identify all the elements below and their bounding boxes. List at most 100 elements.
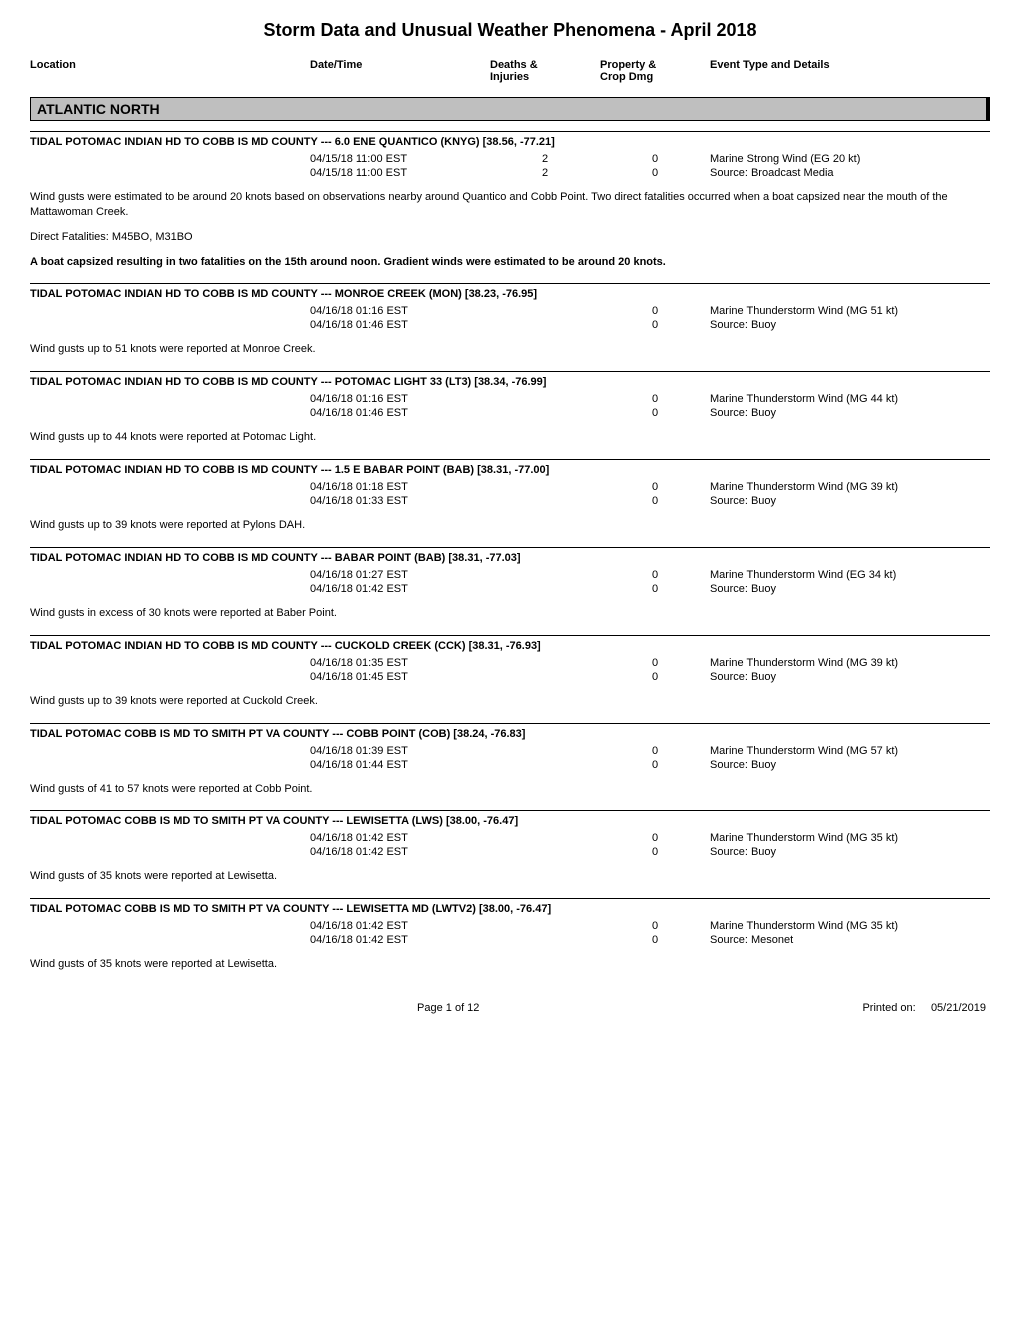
event-header: TIDAL POTOMAC INDIAN HD TO COBB IS MD CO… xyxy=(30,374,990,392)
event-header: TIDAL POTOMAC COBB IS MD TO SMITH PT VA … xyxy=(30,813,990,831)
event-header: TIDAL POTOMAC COBB IS MD TO SMITH PT VA … xyxy=(30,726,990,744)
page-footer: Page 1 of 12 Printed on: 05/21/2019 xyxy=(30,1002,990,1014)
page-title: Storm Data and Unusual Weather Phenomena… xyxy=(30,20,990,41)
event-block: TIDAL POTOMAC INDIAN HD TO COBB IS MD CO… xyxy=(30,131,990,269)
cell-eventtype: Marine Thunderstorm Wind (EG 34 kt) xyxy=(710,569,990,581)
cell-deaths xyxy=(490,934,600,946)
cell-datetime: 04/16/18 01:45 EST xyxy=(310,671,490,683)
cell-property: 0 xyxy=(600,832,710,844)
cell-datetime: 04/16/18 01:44 EST xyxy=(310,759,490,771)
cell-deaths xyxy=(490,657,600,669)
cell-datetime: 04/16/18 01:42 EST xyxy=(310,583,490,595)
cell-deaths xyxy=(490,920,600,932)
cell-eventtype: Marine Thunderstorm Wind (MG 35 kt) xyxy=(710,920,990,932)
cell-property: 0 xyxy=(600,934,710,946)
cell-property: 0 xyxy=(600,305,710,317)
cell-datetime: 04/16/18 01:46 EST xyxy=(310,319,490,331)
divider xyxy=(30,131,990,132)
event-row: 04/16/18 01:16 EST0Marine Thunderstorm W… xyxy=(30,304,990,318)
cell-eventtype: Marine Thunderstorm Wind (MG 51 kt) xyxy=(710,305,990,317)
cell-eventtype: Source: Buoy xyxy=(710,319,990,331)
divider xyxy=(30,547,990,548)
cell-property: 0 xyxy=(600,920,710,932)
col-datetime: Date/Time xyxy=(310,59,490,83)
cell-eventtype: Source: Mesonet xyxy=(710,934,990,946)
event-block: TIDAL POTOMAC INDIAN HD TO COBB IS MD CO… xyxy=(30,635,990,709)
cell-property: 0 xyxy=(600,583,710,595)
cell-datetime: 04/16/18 01:42 EST xyxy=(310,846,490,858)
cell-deaths xyxy=(490,759,600,771)
cell-deaths xyxy=(490,495,600,507)
cell-property: 0 xyxy=(600,319,710,331)
event-row: 04/16/18 01:42 EST0Marine Thunderstorm W… xyxy=(30,919,990,933)
event-description: Wind gusts of 35 knots were reported at … xyxy=(30,869,990,884)
event-row: 04/16/18 01:45 EST 0Source: Buoy xyxy=(30,670,990,684)
cell-eventtype: Source: Buoy xyxy=(710,846,990,858)
divider xyxy=(30,723,990,724)
cell-property: 0 xyxy=(600,671,710,683)
footer-printed-label: Printed on: xyxy=(862,1002,915,1014)
divider xyxy=(30,283,990,284)
event-description: Wind gusts were estimated to be around 2… xyxy=(30,190,990,220)
event-block: TIDAL POTOMAC INDIAN HD TO COBB IS MD CO… xyxy=(30,459,990,533)
cell-datetime: 04/16/18 01:27 EST xyxy=(310,569,490,581)
event-row: 04/16/18 01:46 EST 0Source: Buoy xyxy=(30,318,990,332)
cell-property: 0 xyxy=(600,759,710,771)
event-block: TIDAL POTOMAC INDIAN HD TO COBB IS MD CO… xyxy=(30,283,990,357)
event-block: TIDAL POTOMAC COBB IS MD TO SMITH PT VA … xyxy=(30,810,990,884)
cell-property: 0 xyxy=(600,846,710,858)
cell-property: 0 xyxy=(600,481,710,493)
divider xyxy=(30,810,990,811)
cell-deaths xyxy=(490,583,600,595)
event-description: Wind gusts in excess of 30 knots were re… xyxy=(30,606,990,621)
event-block: TIDAL POTOMAC COBB IS MD TO SMITH PT VA … xyxy=(30,898,990,972)
event-description: Wind gusts up to 44 knots were reported … xyxy=(30,430,990,445)
region-header: ATLANTIC NORTH xyxy=(30,97,990,121)
cell-eventtype: Marine Thunderstorm Wind (MG 57 kt) xyxy=(710,745,990,757)
col-location: Location xyxy=(30,59,310,83)
event-header: TIDAL POTOMAC INDIAN HD TO COBB IS MD CO… xyxy=(30,462,990,480)
cell-eventtype: Marine Thunderstorm Wind (MG 44 kt) xyxy=(710,393,990,405)
cell-property: 0 xyxy=(600,569,710,581)
event-header: TIDAL POTOMAC COBB IS MD TO SMITH PT VA … xyxy=(30,901,990,919)
event-description: Wind gusts of 35 knots were reported at … xyxy=(30,957,990,972)
cell-datetime: 04/16/18 01:18 EST xyxy=(310,481,490,493)
cell-eventtype: Source: Buoy xyxy=(710,407,990,419)
divider xyxy=(30,371,990,372)
cell-eventtype: Marine Thunderstorm Wind (MG 39 kt) xyxy=(710,657,990,669)
event-row: 04/16/18 01:18 EST0Marine Thunderstorm W… xyxy=(30,480,990,494)
col-deaths: Deaths & Injuries xyxy=(490,59,600,83)
cell-deaths xyxy=(490,569,600,581)
cell-deaths xyxy=(490,846,600,858)
event-description: Wind gusts up to 39 knots were reported … xyxy=(30,518,990,533)
event-row: 04/16/18 01:42 EST 0Source: Buoy xyxy=(30,845,990,859)
cell-datetime: 04/16/18 01:35 EST xyxy=(310,657,490,669)
cell-property: 0 xyxy=(600,745,710,757)
event-block: TIDAL POTOMAC INDIAN HD TO COBB IS MD CO… xyxy=(30,371,990,445)
event-header: TIDAL POTOMAC INDIAN HD TO COBB IS MD CO… xyxy=(30,550,990,568)
col-property: Property & Crop Dmg xyxy=(600,59,710,83)
cell-eventtype: Source: Buoy xyxy=(710,671,990,683)
cell-eventtype: Source: Buoy xyxy=(710,583,990,595)
cell-property: 0 xyxy=(600,153,710,165)
event-block: TIDAL POTOMAC INDIAN HD TO COBB IS MD CO… xyxy=(30,547,990,621)
event-row: 04/15/18 11:00 EST20Source: Broadcast Me… xyxy=(30,166,990,180)
footer-page: Page 1 of 12 xyxy=(34,1002,862,1014)
event-row: 04/16/18 01:42 EST0Source: Mesonet xyxy=(30,933,990,947)
col-eventtype: Event Type and Details xyxy=(710,59,990,83)
cell-eventtype: Marine Strong Wind (EG 20 kt) xyxy=(710,153,990,165)
event-header: TIDAL POTOMAC INDIAN HD TO COBB IS MD CO… xyxy=(30,638,990,656)
event-row: 04/16/18 01:35 EST0Marine Thunderstorm W… xyxy=(30,656,990,670)
event-row: 04/16/18 01:42 EST0Marine Thunderstorm W… xyxy=(30,831,990,845)
cell-datetime: 04/15/18 11:00 EST xyxy=(310,167,490,179)
event-description: Wind gusts of 41 to 57 knots were report… xyxy=(30,782,990,797)
col-property-l2: Crop Dmg xyxy=(600,71,653,83)
divider xyxy=(30,635,990,636)
column-headers: Location Date/Time Deaths & Injuries Pro… xyxy=(30,59,990,83)
cell-deaths xyxy=(490,305,600,317)
cell-datetime: 04/16/18 01:39 EST xyxy=(310,745,490,757)
cell-datetime: 04/16/18 01:33 EST xyxy=(310,495,490,507)
cell-deaths xyxy=(490,407,600,419)
cell-datetime: 04/16/18 01:16 EST xyxy=(310,393,490,405)
events-container: TIDAL POTOMAC INDIAN HD TO COBB IS MD CO… xyxy=(30,131,990,972)
